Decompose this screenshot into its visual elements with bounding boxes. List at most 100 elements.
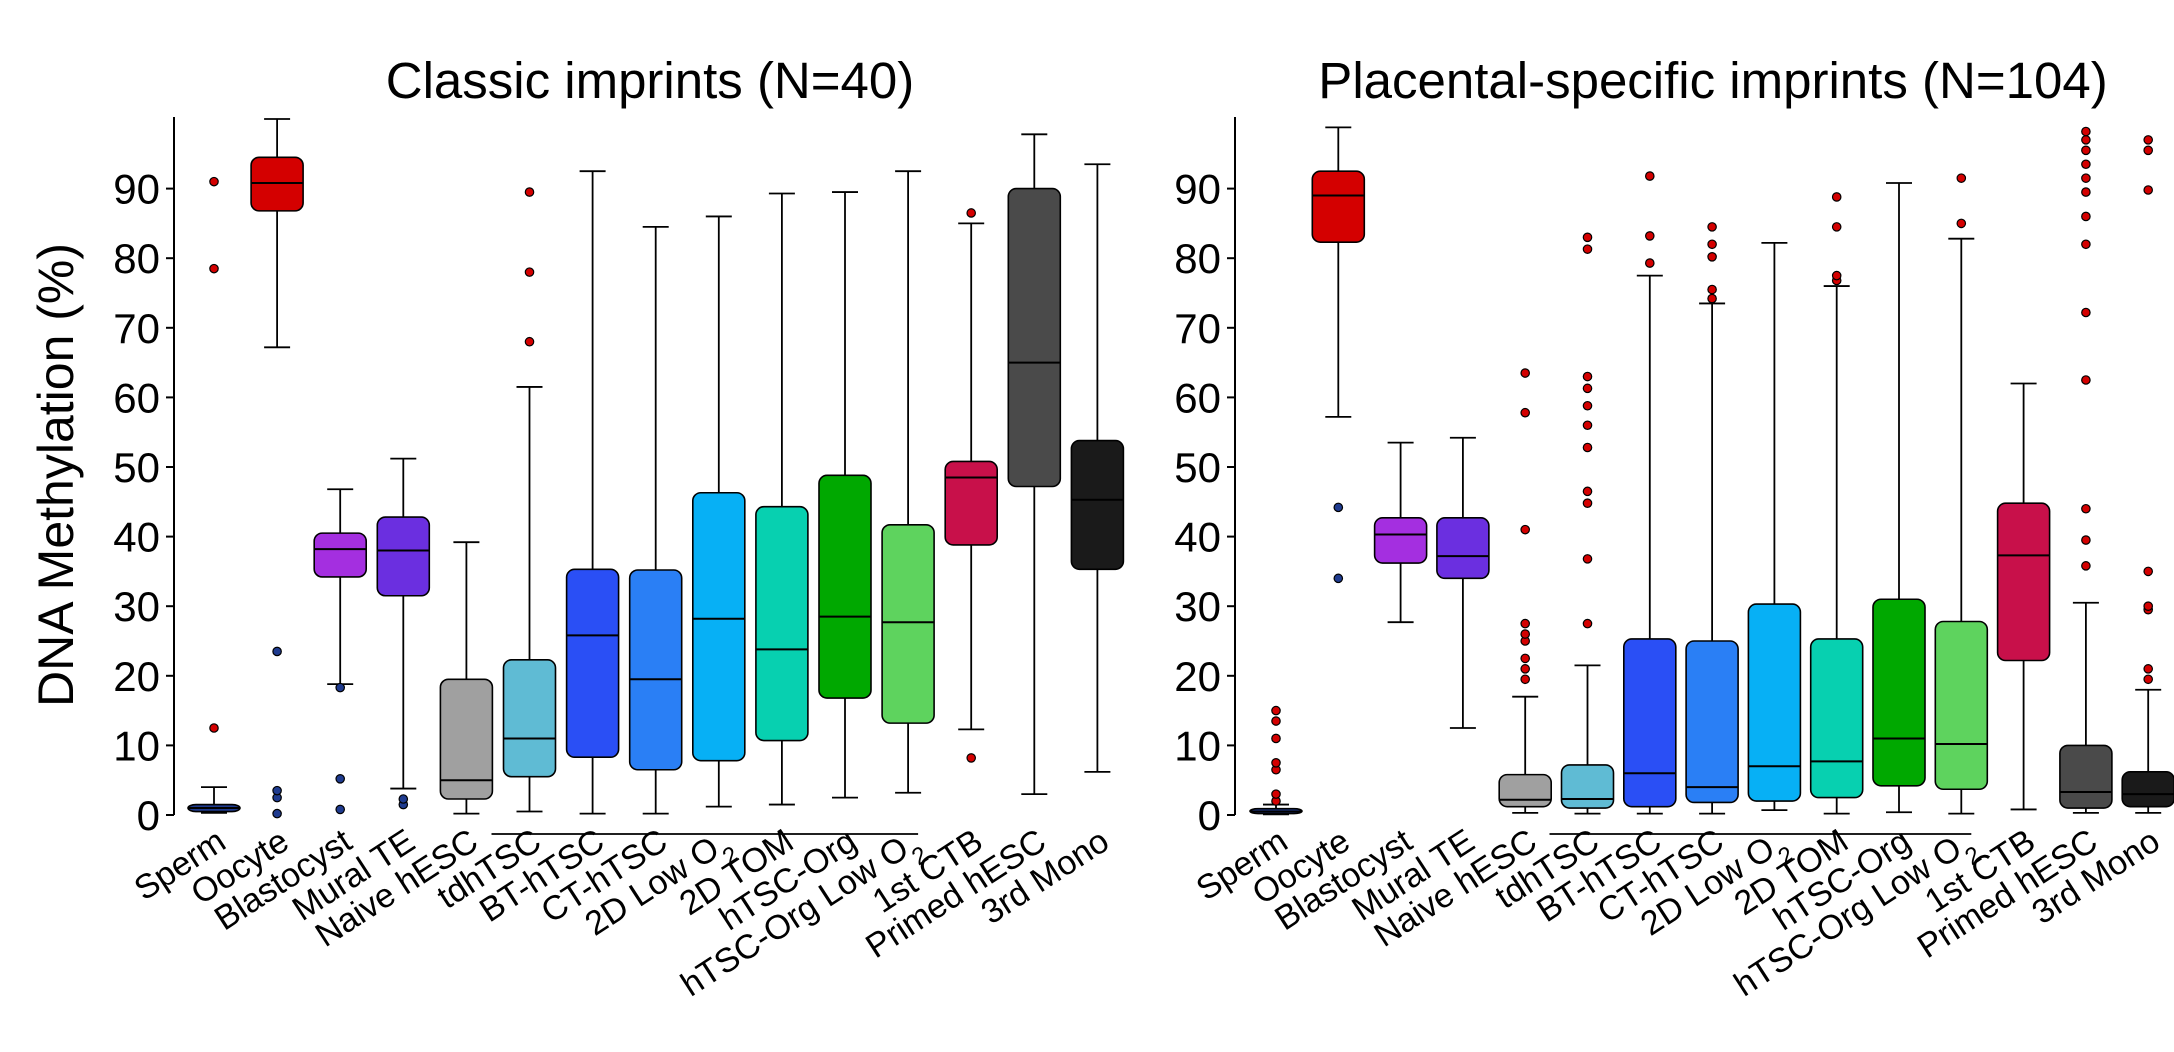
outlier-point [2143, 664, 2153, 674]
outlier-point [1707, 239, 1717, 250]
iqr-box [1934, 620, 1989, 791]
box-2d-low-o2 [1747, 241, 1802, 812]
iqr-box [818, 474, 872, 699]
outlier-point [2081, 126, 2091, 137]
outlier-point [2143, 185, 2153, 195]
iqr-box [1996, 502, 2051, 662]
outlier-point [1707, 293, 1717, 304]
outlier-point [272, 785, 282, 796]
box-htsc-org [1872, 182, 1926, 814]
box-htsc-org-low-o2 [881, 170, 935, 794]
box-primed-hesc [2059, 126, 2113, 814]
y-tick-label: 50 [113, 444, 160, 491]
outlier-point [335, 804, 345, 815]
outlier-point [2081, 135, 2091, 145]
iqr-box [439, 678, 494, 800]
iqr-box [628, 569, 683, 771]
outlier-point [1582, 486, 1593, 497]
iqr-box [2059, 744, 2113, 809]
panel-placental: Placental-specific imprints (N=104) 0 10 2… [1174, 52, 2174, 1014]
box-naive-hesc [439, 541, 494, 815]
outlier-point [1582, 420, 1593, 431]
panel-title: Classic imprints (N=40) [386, 52, 915, 109]
y-tick-label: 80 [1174, 235, 1221, 282]
outlier-point [2081, 159, 2091, 170]
iqr-box [691, 491, 746, 762]
plot-area: 0102030405060708090SpermOocyteBlastocyst… [113, 117, 1125, 1014]
iqr-box [313, 532, 368, 578]
iqr-box [1498, 773, 1552, 808]
outlier-point [1707, 222, 1717, 232]
iqr-box [881, 523, 935, 724]
y-tick-label: 90 [1174, 166, 1221, 213]
y-tick-label: 0 [1198, 792, 1221, 839]
outlier-point [1645, 231, 1655, 241]
y-tick-label: 50 [1174, 444, 1221, 491]
box-3rd-mono [1070, 163, 1125, 773]
y-tick-label: 30 [113, 583, 160, 630]
outlier-point [2081, 187, 2091, 197]
box-1st-ctb [1996, 382, 2051, 811]
y-tick-label: 10 [1174, 722, 1221, 769]
box-htsc-org [818, 191, 872, 799]
y-tick-label: 70 [113, 305, 160, 352]
box-mural-te [376, 457, 431, 810]
outlier-point [966, 753, 976, 763]
outlier-point [1520, 653, 1530, 664]
outlier-point [1582, 400, 1593, 411]
outlier-point [2143, 145, 2153, 156]
outlier-point [2081, 145, 2091, 156]
outlier-point [2081, 375, 2091, 385]
outlier-point [2081, 503, 2091, 514]
outlier-point [1582, 498, 1593, 508]
iqr-box [1373, 517, 1428, 564]
outlier-point [1707, 284, 1717, 295]
outlier-point [1271, 757, 1281, 768]
outlier-point [2081, 239, 2091, 250]
outlier-point [1271, 789, 1281, 799]
box-ct-htsc [628, 225, 683, 815]
panel-title: Placental-specific imprints (N=104) [1318, 52, 2107, 109]
outlier-point [1582, 554, 1593, 564]
box-blastocyst [1373, 441, 1428, 624]
outlier-point [1271, 733, 1281, 744]
box-2d-tom [755, 192, 809, 806]
box-2d-tom [1809, 192, 1864, 815]
outlier-point [966, 208, 976, 218]
panel-classic: Classic imprints (N=40) DNA Methylation … [28, 52, 1125, 1014]
y-tick-label: 20 [113, 653, 160, 700]
box-sperm [1249, 705, 1303, 816]
iqr-box [502, 658, 557, 778]
y-tick-label: 60 [113, 374, 160, 421]
box-oocyte [250, 118, 304, 819]
outlier-point [524, 267, 535, 277]
outlier-point [335, 774, 345, 784]
outlier-point [1831, 192, 1842, 202]
box-naive-hesc [1498, 368, 1552, 814]
outlier-point [1271, 705, 1281, 716]
box-2d-low-o2 [691, 215, 746, 808]
outlier-point [2143, 601, 2153, 611]
box-oocyte [1311, 126, 1366, 584]
outlier-point [2143, 674, 2153, 685]
outlier-point [1333, 573, 1344, 584]
iqr-box [1311, 170, 1366, 243]
iqr-box [2121, 771, 2174, 808]
box-ct-htsc [1685, 222, 1739, 815]
iqr-box [755, 505, 809, 742]
outlier-point [2081, 561, 2091, 571]
outlier-point [2081, 173, 2091, 183]
iqr-box [1685, 640, 1739, 804]
iqr-box [1872, 598, 1926, 787]
iqr-box [1809, 638, 1864, 799]
outlier-point [398, 794, 409, 804]
outlier-point [272, 808, 282, 819]
outlier-point [524, 336, 535, 347]
outlier-point [1707, 252, 1717, 262]
plot-area: 0102030405060708090SpermOocyteBlastocyst… [1174, 117, 2174, 1014]
y-tick-label: 30 [1174, 583, 1221, 630]
outlier-point [1831, 222, 1842, 232]
outlier-point [1520, 674, 1530, 685]
box-3rd-mono [2121, 135, 2174, 814]
